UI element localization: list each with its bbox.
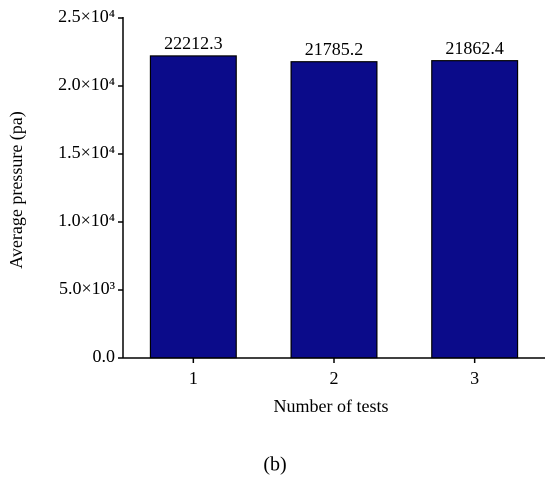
x-axis-label: Number of tests — [274, 396, 389, 416]
value-label: 21862.4 — [445, 38, 504, 58]
value-label: 22212.3 — [164, 33, 223, 53]
bar — [290, 61, 378, 359]
bar — [149, 55, 237, 359]
x-tick-label: 3 — [470, 368, 479, 388]
value-label: 21785.2 — [305, 39, 364, 59]
caption: (b) — [263, 454, 286, 476]
x-tick-label: 2 — [330, 368, 339, 388]
y-tick-label: 0.0 — [93, 346, 116, 366]
bar — [431, 60, 519, 359]
y-tick-label: 1.0×10⁴ — [58, 210, 115, 230]
y-tick-label: 2.5×10⁴ — [58, 6, 115, 26]
y-axis-label: Average pressure (pa) — [6, 111, 27, 269]
y-tick-label: 5.0×10³ — [59, 278, 116, 298]
y-tick-label: 2.0×10⁴ — [58, 74, 115, 94]
x-tick-label: 1 — [189, 368, 198, 388]
y-tick-label: 1.5×10⁴ — [58, 142, 115, 162]
